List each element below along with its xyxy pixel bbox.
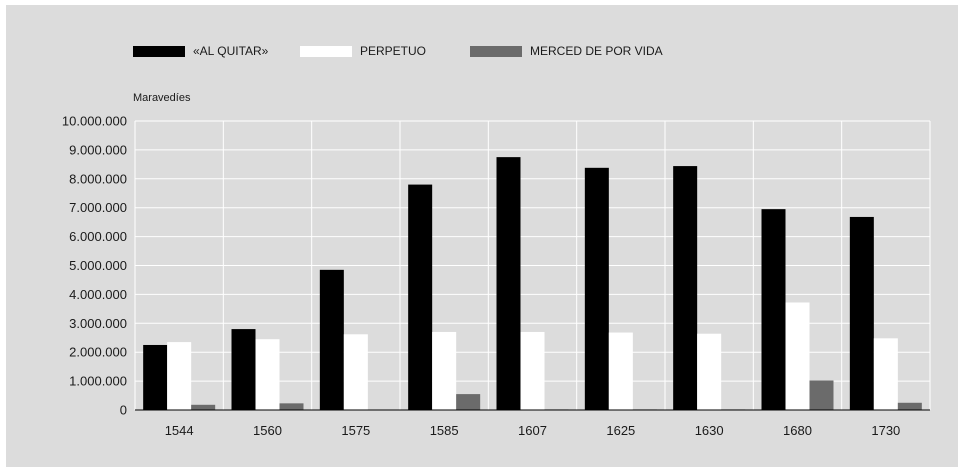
bar-al-quitar-1730	[849, 216, 874, 410]
bar-perpetuo-1680	[785, 302, 810, 410]
bars-layer	[143, 157, 922, 410]
bar-perpetuo-1630	[697, 333, 722, 410]
bar-perpetuo-1625	[608, 332, 633, 410]
legend-label-merced: MERCED DE POR VIDA	[530, 44, 663, 58]
x-tick-label-1680: 1680	[783, 423, 812, 438]
bar-chart: 0 1.000.000 2.000.000 3.000.000 4.000.000 5.0…	[62, 114, 931, 438]
bar-al-quitar-1680	[761, 209, 786, 410]
x-tick-label-1560: 1560	[253, 423, 282, 438]
bar-perpetuo-1575	[343, 334, 368, 410]
y-tick-label-1: 1.000.000	[69, 374, 127, 389]
bar-perpetuo-1607	[520, 331, 545, 410]
legend-item-al-quitar: «AL QUITAR»	[133, 43, 268, 59]
bar-al-quitar-1544	[143, 344, 168, 410]
bar-perpetuo-1730	[873, 338, 898, 410]
y-tick-label-0: 0	[120, 403, 127, 418]
legend-swatch-perpetuo	[300, 45, 352, 57]
bar-merced-1730	[897, 402, 922, 410]
y-tick-label-7: 7.000.000	[69, 200, 127, 215]
x-tick-label-1607: 1607	[518, 423, 547, 438]
y-tick-label-9: 9.000.000	[69, 142, 127, 157]
y-axis-unit-label: Maravedíes	[133, 92, 191, 104]
x-tick-label-1630: 1630	[695, 423, 724, 438]
bar-al-quitar-1625	[584, 167, 609, 410]
bar-merced-1680	[809, 380, 834, 410]
y-tick-label-5: 5.000.000	[69, 258, 127, 273]
legend-item-perpetuo: PERPETUO	[300, 43, 426, 59]
x-tick-label-1730: 1730	[871, 423, 900, 438]
legend-item-merced: MERCED DE POR VIDA	[470, 43, 663, 59]
bar-al-quitar-1585	[408, 184, 433, 410]
x-tick-label-1625: 1625	[606, 423, 635, 438]
axis-layer: 0 1.000.000 2.000.000 3.000.000 4.000.000 5.0…	[62, 114, 930, 438]
bar-perpetuo-1560	[255, 339, 280, 410]
legend-label-al-quitar: «AL QUITAR»	[193, 44, 269, 58]
bar-al-quitar-1607	[496, 157, 521, 410]
bar-al-quitar-1575	[319, 269, 344, 410]
legend-label-perpetuo: PERPETUO	[360, 44, 427, 58]
y-tick-label-4: 4.000.000	[69, 287, 127, 302]
bar-al-quitar-1630	[673, 166, 698, 410]
bar-perpetuo-1585	[432, 331, 457, 410]
y-tick-label-2: 2.000.000	[69, 345, 127, 360]
y-tick-label-3: 3.000.000	[69, 316, 127, 331]
x-tick-label-1544: 1544	[165, 423, 194, 438]
chart-panel: «AL QUITAR» PERPETUO MERCED DE POR VIDA …	[6, 5, 958, 467]
bar-merced-1544	[191, 404, 216, 410]
bar-al-quitar-1560	[231, 329, 256, 410]
legend-swatch-al-quitar	[133, 45, 185, 57]
bar-merced-1560	[279, 403, 304, 410]
legend-swatch-merced	[470, 45, 522, 57]
bar-perpetuo-1544	[167, 342, 192, 410]
x-tick-label-1585: 1585	[430, 423, 459, 438]
bar-merced-1585	[456, 394, 481, 410]
y-tick-label-6: 6.000.000	[69, 229, 127, 244]
x-tick-label-1575: 1575	[341, 423, 370, 438]
y-tick-label-8: 8.000.000	[69, 171, 127, 186]
y-tick-label-10: 10.000.000	[62, 114, 127, 129]
